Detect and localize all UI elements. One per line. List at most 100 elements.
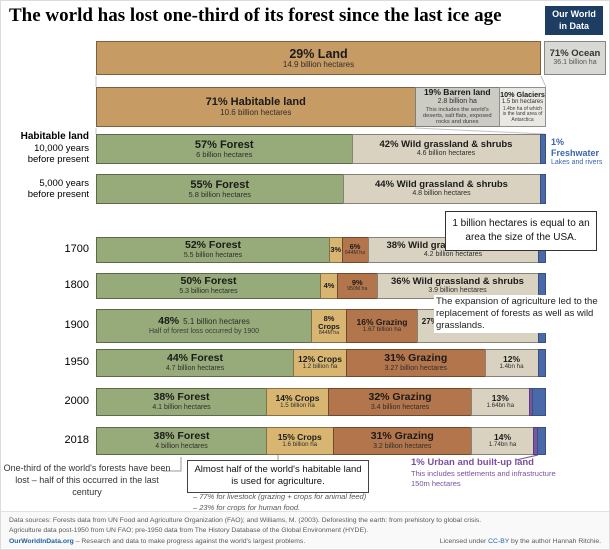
percent-label: 4%: [323, 280, 335, 290]
percent-label: 50% Forest: [180, 275, 237, 288]
percent-label: 52% Forest: [184, 239, 242, 252]
area-label: 2.8 billion ha: [437, 97, 477, 105]
axis-line: before present: [27, 189, 89, 201]
bar-1700-forest: 52% Forest 5.5 billion hectares: [96, 237, 330, 263]
bar-1950-wild-grassland: 12% 1.4bn ha: [484, 349, 539, 377]
bar-1800-grazing: 9% 950M ha: [337, 273, 378, 299]
percent-label: 6%: [349, 241, 361, 251]
percent-label: 36% Wild grassland & shrubs: [391, 275, 524, 287]
bar-land-habitable: 71% Habitable land 10.6 billion hectares: [96, 87, 416, 127]
area-label: 1.67 billion ha: [362, 326, 402, 334]
bar-row-2018: 38% Forest 4 billion hectares 15% Crops …: [96, 427, 546, 455]
bar-5000bp-forest: 55% Forest 5.8 billion hectares: [96, 174, 344, 204]
area-label: 5.1 billion hectares: [183, 317, 250, 327]
percent-label: 10% Glaciers: [500, 90, 545, 100]
area-label: 3.2 billion hectares: [373, 442, 432, 450]
data-sources-line-1: Data sources: Forests data from UN Food …: [9, 517, 482, 524]
bar-1950-grazing: 31% Grazing 3.27 billion hectares: [346, 349, 486, 377]
percent-label: 44% Wild grassland & shrubs: [375, 178, 508, 190]
bar-2000-forest: 38% Forest 4.1 billion hectares: [96, 388, 267, 416]
area-label: 4.1 billion hectares: [152, 403, 211, 411]
bar-row-5000bp: 55% Forest 5.8 billion hectares 44% Wild…: [96, 174, 546, 204]
freshwater-sublabel: Lakes and rivers: [551, 158, 603, 166]
percent-label: 32% Grazing: [368, 391, 432, 404]
area-label: 3.4 billion hectares: [370, 403, 430, 411]
area-label: 4.7 billion hectares: [165, 364, 225, 372]
usa-scale-note: 1 billion hectares is equal to an area t…: [445, 211, 597, 251]
percent-label: 12%: [502, 353, 520, 364]
percent-label: 3%: [330, 244, 342, 254]
page-title: The world has lost one-third of its fore…: [9, 5, 502, 26]
bar-row-land-composition: 71% Habitable land 10.6 billion hectares…: [96, 87, 546, 127]
bar-2018-grazing: 31% Grazing 3.2 billion hectares: [332, 427, 472, 455]
bar-2018-crops: 15% Crops 1.6 billion ha: [266, 427, 334, 455]
percent-label: 44% Forest: [166, 352, 224, 365]
axis-label-2018: 2018: [64, 434, 89, 446]
area-label: 1.5 bn hectares: [501, 99, 544, 106]
percent-label: 71% Ocean: [549, 47, 601, 59]
percent-label: 31% Grazing: [384, 352, 448, 365]
bar-1900-grazing: 16% Grazing 1.67 billion ha: [346, 309, 418, 343]
data-sources-line-2: Agriculture data post-1950 from UN FAO; …: [9, 526, 369, 534]
area-label: 644M ha: [344, 250, 366, 257]
note-label: This includes the world's deserts, salt …: [422, 106, 492, 126]
agriculture-share-details: – 77% for livestock (grazing + crops for…: [193, 491, 393, 514]
cc-by-link[interactable]: CC-BY: [488, 538, 510, 546]
percent-label: 31% Grazing: [370, 430, 434, 443]
percent-label: 38% Forest: [153, 430, 210, 443]
owid-logo-line2: in Data: [558, 20, 589, 31]
bar-2000-wild-grassland: 13% 1.64bn ha: [471, 388, 530, 416]
freshwater-legend: 1% Freshwater Lakes and rivers: [551, 137, 609, 167]
bar-2000-grazing: 32% Grazing 3.4 billion hectares: [328, 388, 472, 416]
owid-tagline-row: OurWorldInData.org – Research and data t…: [9, 537, 305, 547]
percent-label: 8% Crops: [318, 313, 340, 332]
area-label: 5.3 billion hectares: [179, 287, 238, 295]
agriculture-share-note: Almost half of the world's habitable lan…: [187, 460, 369, 493]
bar-1900-crops: 8% Crops 844M ha: [311, 309, 347, 343]
bar-1950-freshwater: [537, 349, 546, 377]
forest-loss-note: One-third of the world's forests have be…: [3, 463, 171, 497]
percent-label: 19% Barren land: [423, 87, 491, 98]
bar-5000bp-wild-grassland: 44% Wild grassland & shrubs 4.8 billion …: [342, 174, 541, 204]
bar-10000bp-forest: 57% Forest 6 billion hectares: [96, 134, 353, 164]
footer-bottom-row: OurWorldInData.org – Research and data t…: [9, 537, 601, 547]
bar-1800-forest: 50% Forest 5.3 billion hectares: [96, 273, 321, 299]
area-label: 5.5 billion hectares: [183, 251, 243, 259]
bar-row-1800: 50% Forest 5.3 billion hectares 4% 9% 95…: [96, 273, 546, 299]
owid-tagline: – Research and data to make progress aga…: [73, 538, 306, 546]
axis-line: before present: [27, 154, 89, 165]
percent-label: 55% Forest: [190, 178, 250, 191]
axis-habitable-title: Habitable land: [20, 131, 89, 142]
percent-label: 16% Grazing: [356, 316, 408, 327]
percent-label: 9%: [351, 277, 363, 287]
freshwater-label: 1% Freshwater: [551, 137, 600, 158]
urban-land-title: 1% Urban and built-up land: [411, 457, 534, 468]
area-label: 4.8 billion hectares: [412, 190, 471, 198]
license-prefix: Licensed under: [439, 538, 489, 546]
bar-2018-forest: 38% Forest 4 billion hectares: [96, 427, 267, 455]
percent-label: 14%: [493, 431, 511, 442]
axis-label-1700: 1700: [64, 243, 89, 255]
percent-label: 38% Forest: [153, 391, 210, 404]
area-label: 4.6 billion hectares: [416, 150, 476, 158]
urban-land-detail-1: This includes settlements and infrastruc…: [411, 469, 556, 479]
bar-10000bp-wild-grassland: 42% Wild grassland & shrubs 4.6 billion …: [351, 134, 541, 164]
bar-1800-crops: 4%: [320, 273, 338, 299]
license-text: Licensed under CC-BY by the author Hanna…: [440, 537, 601, 547]
owid-link[interactable]: OurWorldInData.org: [9, 538, 74, 546]
bar-row-10000bp: 57% Forest 6 billion hectares 42% Wild g…: [96, 134, 546, 164]
bar-earth-land: 29% Land 14.9 billion hectares: [96, 41, 541, 75]
area-label: 5.8 billion hectares: [188, 189, 252, 199]
axis-label-5000bp: 5,000 years before present: [1, 178, 89, 200]
area-label: 4 billion hectares: [155, 442, 208, 450]
bar-2000-freshwater: [532, 388, 546, 416]
owid-logo[interactable]: Our World in Data: [545, 6, 603, 36]
axis-line: 5,000 years: [39, 178, 89, 189]
area-label: 1.4bn ha: [499, 363, 524, 371]
license-suffix: by the author Hannah Ritchie.: [509, 538, 601, 546]
area-label: 1.74bn ha: [488, 441, 517, 449]
owid-logo-line1: Our World: [552, 9, 596, 19]
bar-1950-crops: 12% Crops 1.2 billion ha: [293, 349, 347, 377]
